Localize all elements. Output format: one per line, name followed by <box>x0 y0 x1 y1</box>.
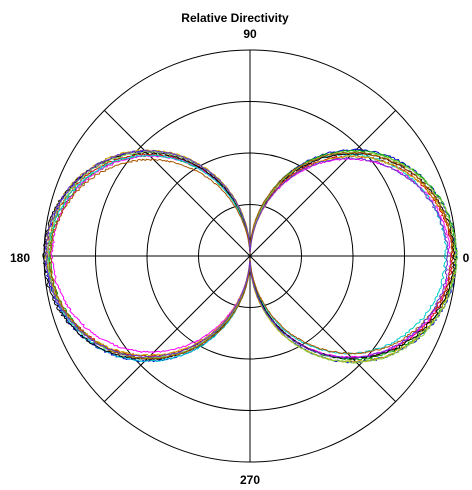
angle-label-0: 0 <box>463 251 470 265</box>
series-trace-10 <box>44 149 450 360</box>
angle-label-180: 180 <box>10 251 30 265</box>
series-trace-8 <box>46 150 458 364</box>
series-trace-3 <box>48 149 458 361</box>
polar-grid <box>43 49 457 463</box>
series-trace-9 <box>48 151 454 360</box>
grid-spoke-225 <box>103 255 251 403</box>
angle-label-90: 90 <box>243 27 257 41</box>
grid-spoke-45 <box>249 109 397 257</box>
chart-title: Relative Directivity <box>181 11 289 25</box>
series-layer <box>42 148 458 364</box>
angle-label-270: 270 <box>240 473 260 487</box>
grid-spoke-315 <box>249 255 397 403</box>
grid-spoke-135 <box>103 109 251 257</box>
series-trace-4 <box>50 155 452 359</box>
